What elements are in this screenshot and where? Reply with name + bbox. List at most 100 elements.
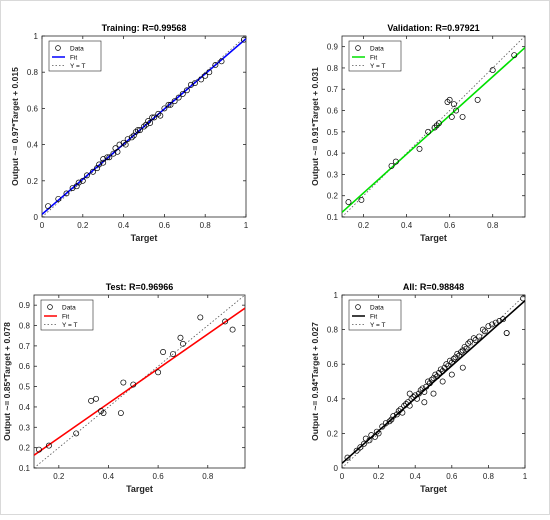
data-point (431, 124, 438, 131)
x-tick-label: 0.4 (118, 221, 130, 230)
data-point (114, 148, 121, 155)
data-point (218, 58, 225, 65)
data-point (474, 96, 481, 103)
data-point (357, 444, 364, 451)
data-point (416, 145, 423, 152)
y-tick-label: 0.6 (19, 362, 31, 371)
y-tick-label: 0.3 (19, 423, 31, 432)
legend-box (40, 299, 94, 331)
data-point (88, 397, 95, 404)
data-point (157, 112, 164, 119)
legend-label-fit: Fit (62, 314, 69, 321)
data-point (476, 333, 483, 340)
legend-box (348, 299, 402, 331)
x-axis-label: Target (126, 484, 153, 494)
data-point (353, 447, 360, 454)
legend-label-identity: Y = T (370, 322, 386, 329)
data-point (446, 96, 453, 103)
y-tick-label: 0.8 (19, 322, 31, 331)
y-tick-label: 0.5 (19, 383, 31, 392)
data-point (441, 364, 448, 371)
data-point (143, 121, 149, 128)
x-tick-label: 1 (244, 221, 249, 230)
chart-title: Test: R=0.96966 (106, 282, 174, 292)
x-tick-label: 0.8 (487, 221, 499, 230)
data-point (472, 337, 479, 343)
data-point (79, 177, 86, 184)
data-point (479, 326, 486, 333)
x-axis-label: Target (420, 484, 447, 494)
x-tick-label: 0 (340, 472, 345, 481)
data-point (149, 114, 156, 121)
x-tick-label: 0.2 (77, 221, 89, 230)
y-axis-label: Output ~= 0.91*Target + 0.031 (310, 67, 320, 186)
data-point (432, 371, 439, 378)
x-tick-label: 0.8 (483, 472, 495, 481)
data-point (55, 195, 62, 202)
plot-content (342, 295, 525, 468)
y-tick-label: 0.2 (19, 444, 31, 453)
data-point (136, 127, 143, 134)
data-point (503, 330, 510, 337)
legend-box (48, 40, 102, 72)
data-point (130, 381, 137, 388)
chart-panel-4: 0 0.2 0.4 0.6 0.8 1 0 0.2 0.4 0.6 0.8 1 All: R=0.988… (310, 282, 528, 494)
x-tick-label: 0.6 (159, 221, 171, 230)
legend-label-identity: Y = T (62, 322, 78, 329)
y-axis-label: Output ~= 0.97*Target + 0.015 (10, 67, 20, 186)
data-point (382, 420, 389, 426)
y-tick-label: 0.7 (19, 342, 31, 351)
data-point (459, 113, 466, 120)
data-point (83, 172, 90, 179)
legend-box (348, 40, 402, 72)
data-point (128, 134, 135, 141)
data-point (179, 340, 186, 347)
data-point (437, 366, 444, 373)
data-point (454, 350, 461, 357)
data-point (104, 154, 111, 161)
y-tick-label: 1 (34, 32, 39, 41)
data-point (197, 314, 204, 321)
data-point (100, 159, 107, 166)
data-point (430, 375, 437, 381)
data-point (520, 295, 525, 302)
data-point (500, 316, 506, 323)
plot-content (34, 295, 245, 468)
legend-label-fit: Fit (70, 55, 77, 62)
y-tick-label: 0.6 (327, 107, 339, 116)
y-axis-label: Output ~= 0.94*Target + 0.027 (310, 322, 320, 441)
data-point (439, 378, 446, 385)
identity-line (342, 36, 525, 217)
data-point (222, 318, 229, 325)
data-point (453, 107, 460, 114)
chart-panel-3: 0.2 0.4 0.6 0.8 0.1 0.2 0.3 0.4 0.5 0.6 0.7 0.8 0.9 T… (2, 282, 246, 494)
data-point (122, 141, 129, 148)
data-point (459, 347, 466, 354)
data-point (450, 356, 457, 362)
data-point (395, 407, 402, 414)
x-tick-label: 0.4 (410, 472, 422, 481)
data-point (116, 141, 123, 148)
data-point (406, 390, 413, 397)
y-tick-label: 0.6 (27, 104, 39, 113)
data-point (179, 90, 186, 97)
data-point (459, 364, 466, 371)
y-tick-label: 0.4 (27, 141, 39, 150)
data-point (175, 94, 182, 101)
data-point (75, 179, 82, 186)
chart-title: Validation: R=0.97921 (387, 23, 479, 33)
data-point (147, 119, 154, 126)
data-point (448, 113, 455, 120)
data-point (160, 349, 167, 355)
data-point (428, 376, 435, 383)
data-point (445, 362, 452, 369)
data-point (425, 378, 431, 385)
data-point (100, 156, 107, 163)
chart-panel-1: 0 0.2 0.4 0.6 0.8 1 0 0.2 0.4 0.6 0.8 1 Training: R=… (10, 23, 249, 243)
chart-panel-2: 0.2 0.4 0.6 0.8 0.1 0.2 0.3 0.4 0.5 0.6 0.7 0.8 0.9 V… (310, 23, 526, 243)
legend-label-identity: Y = T (70, 63, 86, 70)
fit-line (34, 307, 245, 456)
data-point (461, 343, 468, 350)
